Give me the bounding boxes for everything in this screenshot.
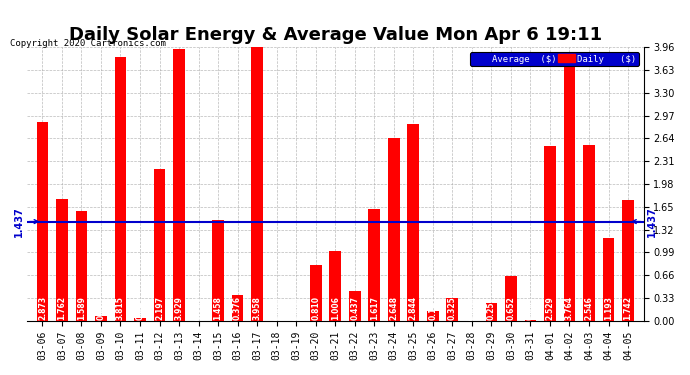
Text: 1.437: 1.437 [14, 206, 38, 237]
Bar [76, 211, 88, 321]
Bar [486, 303, 497, 321]
Bar [622, 201, 634, 321]
Text: 3.958: 3.958 [253, 296, 262, 320]
Text: 1.589: 1.589 [77, 296, 86, 320]
Text: 0.000: 0.000 [272, 296, 281, 320]
Text: 0.141: 0.141 [428, 296, 437, 320]
Bar [388, 138, 400, 321]
Bar [232, 295, 244, 321]
Bar [251, 47, 263, 321]
Bar [56, 199, 68, 321]
Bar [524, 320, 536, 321]
Text: 2.546: 2.546 [584, 296, 593, 320]
Text: 0.000: 0.000 [467, 296, 476, 320]
Text: 1.617: 1.617 [370, 296, 379, 320]
Bar [95, 316, 107, 321]
Text: 3.929: 3.929 [175, 296, 184, 320]
Text: 1.458: 1.458 [214, 296, 223, 320]
Text: 0.013: 0.013 [526, 296, 535, 320]
Bar [368, 209, 380, 321]
Text: 2.648: 2.648 [389, 296, 398, 320]
Bar [134, 318, 146, 321]
Text: 0.000: 0.000 [194, 296, 203, 320]
Text: 2.529: 2.529 [546, 296, 555, 320]
Text: 0.000: 0.000 [292, 296, 301, 320]
Bar [154, 169, 166, 321]
Text: 2.844: 2.844 [408, 296, 418, 320]
Text: Copyright 2020 Cartronics.com: Copyright 2020 Cartronics.com [10, 39, 166, 48]
Text: 2.873: 2.873 [38, 296, 47, 320]
Bar [446, 298, 458, 321]
Text: 1.437: 1.437 [632, 206, 656, 237]
Text: 0.257: 0.257 [487, 296, 496, 320]
Bar [173, 50, 185, 321]
Bar [37, 122, 48, 321]
Bar [564, 61, 575, 321]
Legend: Average  ($), Daily   ($): Average ($), Daily ($) [471, 52, 639, 66]
Text: 0.049: 0.049 [135, 296, 144, 320]
Text: 3.815: 3.815 [116, 296, 125, 320]
Text: 0.810: 0.810 [311, 296, 320, 320]
Bar [583, 145, 595, 321]
Title: Daily Solar Energy & Average Value Mon Apr 6 19:11: Daily Solar Energy & Average Value Mon A… [68, 26, 602, 44]
Text: 1.193: 1.193 [604, 296, 613, 320]
Bar [213, 220, 224, 321]
Text: 0.652: 0.652 [506, 296, 515, 320]
Text: 0.376: 0.376 [233, 296, 242, 320]
Text: 0.075: 0.075 [97, 296, 106, 320]
Bar [310, 265, 322, 321]
Text: 0.437: 0.437 [351, 296, 359, 320]
Bar [115, 57, 126, 321]
Text: 2.197: 2.197 [155, 296, 164, 320]
Text: 1.762: 1.762 [57, 296, 66, 320]
Bar [329, 251, 341, 321]
Bar [407, 124, 419, 321]
Bar [349, 291, 361, 321]
Text: 3.764: 3.764 [565, 296, 574, 320]
Bar [602, 238, 614, 321]
Text: 0.325: 0.325 [448, 296, 457, 320]
Bar [427, 311, 439, 321]
Text: 1.742: 1.742 [624, 296, 633, 320]
Bar [544, 146, 556, 321]
Bar [505, 276, 517, 321]
Text: 1.006: 1.006 [331, 296, 339, 320]
